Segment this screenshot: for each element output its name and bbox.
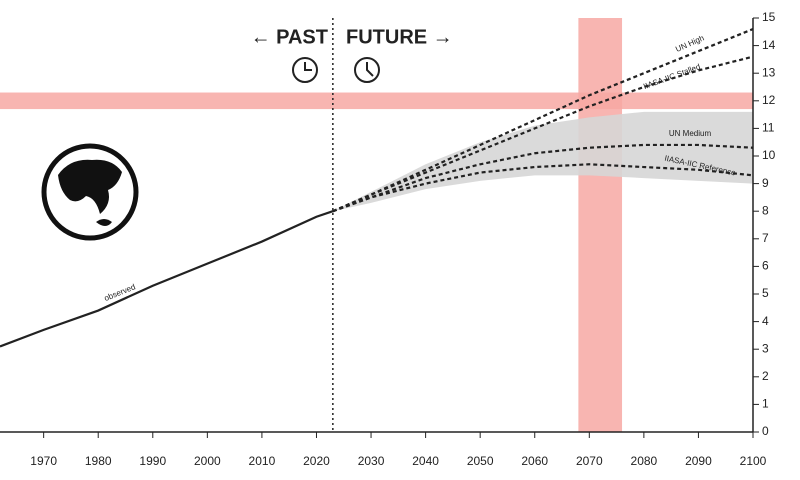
y-tick-label: 12 <box>762 93 776 107</box>
x-tick-label: 2020 <box>303 454 330 468</box>
series-line <box>332 28 754 213</box>
y-tick-label: 3 <box>762 341 769 355</box>
series-line <box>332 143 754 213</box>
x-tick-label: 1970 <box>30 454 57 468</box>
highlight-x-band <box>578 18 623 432</box>
uncertainty-band <box>332 111 753 212</box>
y-tick-label: 13 <box>762 65 776 79</box>
x-tick-label: 1980 <box>85 454 112 468</box>
x-tick-label: 2080 <box>631 454 658 468</box>
y-tick-label: 6 <box>762 259 769 273</box>
x-tick-label: 2040 <box>412 454 439 468</box>
series-label: IIASA-IIC Stalled <box>642 62 701 91</box>
clock-icons <box>292 57 380 83</box>
series-line <box>332 163 754 213</box>
globe-icon <box>41 143 139 241</box>
y-tick-label: 7 <box>762 231 769 245</box>
y-tick-label: 0 <box>762 424 769 438</box>
series-line <box>332 55 754 213</box>
y-tick-label: 10 <box>762 148 776 162</box>
x-tick-label: 2030 <box>358 454 385 468</box>
series-label: UN Medium <box>669 129 712 138</box>
x-tick-label: 2000 <box>194 454 221 468</box>
series-line <box>0 210 334 348</box>
y-tick-label: 8 <box>762 203 769 217</box>
y-tick-label: 9 <box>762 176 769 190</box>
background-layer <box>0 18 753 432</box>
y-tick-label: 2 <box>762 369 769 383</box>
x-tick-label: 2010 <box>249 454 276 468</box>
past-label: ← PAST <box>251 26 328 48</box>
y-tick-label: 1 <box>762 397 769 411</box>
x-tick-label: 2070 <box>576 454 603 468</box>
y-tick-label: 5 <box>762 286 769 300</box>
y-tick-label: 15 <box>762 10 776 24</box>
x-tick-label: 1990 <box>139 454 166 468</box>
future-label: FUTURE → <box>346 26 453 48</box>
y-tick-label: 14 <box>762 38 776 52</box>
x-tick-label: 2060 <box>521 454 548 468</box>
x-tick-label: 2100 <box>740 454 767 468</box>
y-tick-label: 11 <box>762 121 775 135</box>
y-tick-label: 4 <box>762 314 769 328</box>
x-tick-label: 2090 <box>685 454 712 468</box>
highlight-y-band <box>0 92 753 110</box>
x-tick-label: 2050 <box>467 454 494 468</box>
